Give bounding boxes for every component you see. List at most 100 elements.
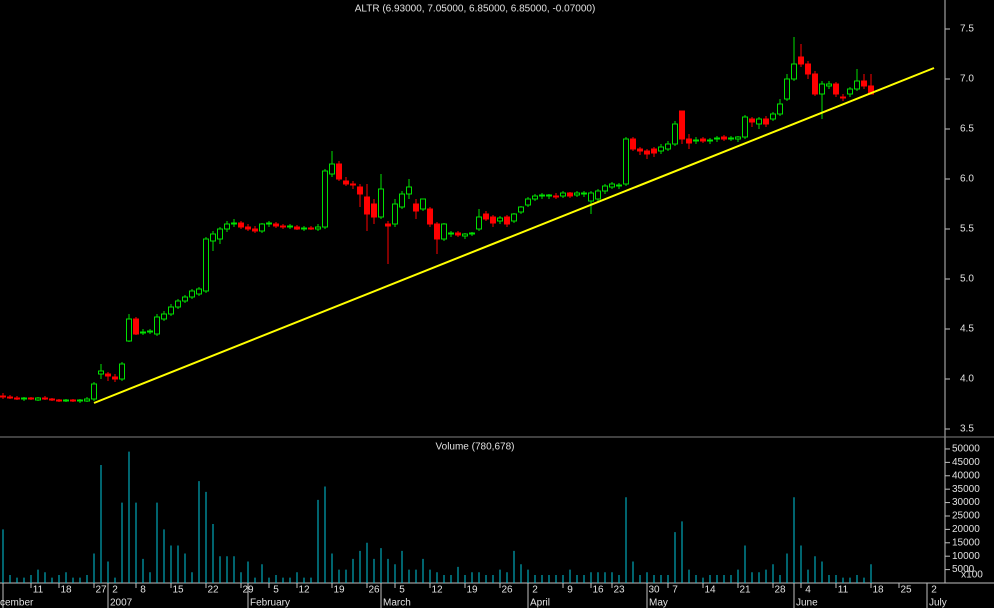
candle-body [602, 185, 608, 192]
candle-body [826, 83, 832, 87]
candle-body [70, 399, 76, 402]
candle-body [126, 318, 132, 342]
candle-body [343, 180, 349, 185]
candle-body [532, 195, 538, 200]
y-tick-label: 6.5 [960, 124, 974, 135]
x-tick-label: 7 [672, 585, 678, 596]
candle-body [742, 116, 748, 138]
y-tick-label: 40000 [952, 470, 980, 481]
candle-body [420, 198, 426, 210]
candle-body [406, 186, 412, 195]
x-tick-label: 16 [592, 585, 604, 596]
candle-body [21, 397, 27, 400]
y-tick-label: 20000 [952, 524, 980, 535]
candle-body [476, 216, 482, 230]
x-tick-label: 2 [112, 585, 118, 596]
candle-body [497, 217, 503, 222]
x-tick-label: 15 [172, 585, 184, 596]
candle-body [812, 73, 818, 95]
y-tick-label: 50000 [952, 444, 980, 455]
x-tick-label: 8 [140, 585, 146, 596]
x-tick-label: 12 [298, 585, 310, 596]
month-label: cember [0, 598, 34, 608]
candle-body [182, 296, 188, 302]
candle-body [448, 232, 454, 235]
x-tick-label: 28 [774, 585, 786, 596]
candle-body [819, 83, 825, 95]
candle-body [35, 397, 41, 401]
candle-body [539, 194, 545, 197]
candle-body [63, 399, 69, 402]
candle-body [665, 143, 671, 150]
y-tick-label: 7.5 [960, 24, 974, 35]
candle-body [763, 118, 769, 125]
candle-body [371, 203, 377, 218]
candle-body [672, 123, 678, 145]
y-tick-label: 30000 [952, 497, 980, 508]
candle-body [791, 63, 797, 80]
x-tick-label: 23 [613, 585, 625, 596]
candle-body [861, 80, 867, 87]
candle-body [609, 183, 615, 188]
y-tick-label: 35000 [952, 484, 980, 495]
candle-body [385, 223, 391, 227]
candle-body [210, 233, 216, 242]
volume-unit: x100 [961, 570, 983, 581]
candle-body [504, 216, 510, 225]
x-tick-label: 27 [95, 585, 107, 596]
candle-body [231, 222, 237, 225]
candle-body [714, 137, 720, 140]
candle-body [770, 113, 776, 120]
candle-body [161, 313, 167, 320]
y-tick-label: 45000 [952, 457, 980, 468]
candle-body [637, 148, 643, 152]
x-tick-label: 11 [838, 585, 849, 596]
candle-body [581, 192, 587, 195]
candle-body [224, 223, 230, 230]
candle-body [98, 370, 104, 375]
candle-body [294, 226, 300, 230]
candle-body [651, 148, 657, 154]
candle-body [630, 138, 636, 150]
candle-body [455, 232, 461, 236]
candle-body [847, 88, 853, 95]
month-label: July [929, 598, 947, 608]
candle-body [511, 213, 517, 222]
x-tick-label: 21 [739, 585, 751, 596]
candle-body [329, 163, 335, 175]
candle-body [378, 188, 384, 218]
candle-body [413, 203, 419, 212]
month-label: April [530, 598, 550, 608]
x-tick-label: 2 [532, 585, 538, 596]
candle-body [301, 227, 307, 230]
candle-body [784, 78, 790, 100]
candle-body [469, 232, 475, 235]
candle-body [518, 206, 524, 213]
candle-body [756, 118, 762, 125]
candle-body [700, 138, 706, 142]
month-label: 2007 [110, 598, 133, 608]
candle-body [427, 208, 433, 225]
candle-body [336, 163, 342, 180]
candle-body [315, 226, 321, 230]
x-tick-label: 26 [368, 585, 380, 596]
candle-body [7, 396, 13, 399]
candle-body [805, 63, 811, 75]
month-label: February [250, 598, 290, 608]
candle-body [252, 228, 258, 232]
month-label: May [649, 598, 668, 608]
candle-body [483, 213, 489, 220]
candle-body [546, 194, 552, 197]
candle-body [434, 223, 440, 240]
candle-body [623, 138, 629, 185]
candle-body [749, 118, 755, 123]
candle-body [0, 395, 6, 398]
chart-title: ALTR (6.93000, 7.05000, 6.85000, 6.85000… [355, 4, 596, 15]
x-tick-label: 5 [273, 585, 279, 596]
candle-body [553, 195, 559, 198]
candle-body [266, 222, 272, 225]
candle-body [350, 183, 356, 186]
candle-body [588, 192, 594, 202]
candle-body [357, 186, 363, 195]
